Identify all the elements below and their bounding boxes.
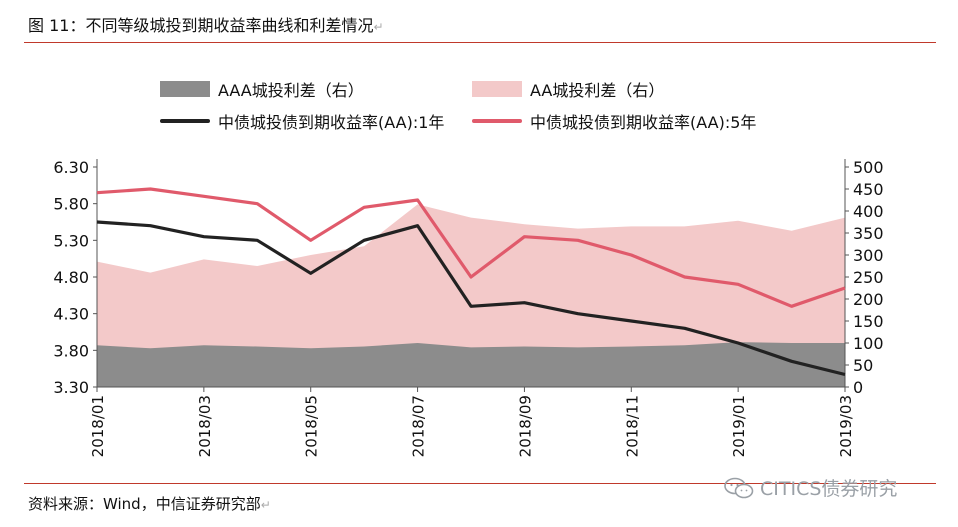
legend-label-aaa: AAA城投利差（右） [218,81,364,100]
aa-spread-area [97,204,845,387]
legend-swatch-aa [472,81,522,97]
legend-label-5y: 中债城投债到期收益率(AA):5年 [530,113,757,132]
legend-label-aa: AA城投利差（右） [530,81,665,100]
legend-aaa-spread: AAA城投利差（右） [160,77,364,101]
left-tick-label: 5.30 [53,231,89,250]
watermark: CITICS债券研究 [724,474,897,501]
left-tick-label: 3.80 [53,341,89,360]
tick-labels-group: 6.305.805.304.804.303.803.30500450400350… [53,158,883,457]
return-mark-source: ↵ [260,498,271,512]
legend-swatch-5y [472,119,522,123]
right-tick-label: 300 [853,246,884,265]
wechat-icon [724,477,754,498]
footer-rule [24,483,936,484]
x-tick-label: 2019/03 [837,395,855,457]
right-tick-label: 150 [853,312,884,331]
right-tick-label: 200 [853,290,884,309]
axes-group [93,159,849,392]
x-tick-label: 2018/07 [410,395,428,457]
left-tick-label: 4.80 [53,268,89,287]
right-tick-label: 500 [853,158,884,177]
right-tick-label: 50 [853,356,873,375]
watermark-text: CITICS债券研究 [760,478,898,500]
x-tick-label: 2018/09 [516,395,534,457]
source-note: 资料来源：Wind，中信证券研究部↵ [28,495,271,513]
x-tick-label: 2019/01 [730,395,748,457]
left-tick-label: 6.30 [53,158,89,177]
aa-5y-yield-line [96,187,846,308]
right-tick-label: 450 [853,180,884,199]
right-tick-label: 250 [853,268,884,287]
x-tick-label: 2018/01 [89,395,107,457]
right-tick-label: 100 [853,334,884,353]
aa-1y-yield-line [96,220,846,377]
x-tick-label: 2018/05 [303,395,321,457]
right-tick-label: 350 [853,224,884,243]
legend-swatch-aaa [160,81,210,97]
return-mark: ↵ [373,20,384,34]
legend-label-1y: 中债城投债到期收益率(AA):1年 [218,113,445,132]
x-tick-label: 2018/03 [196,395,214,457]
right-tick-label: 400 [853,202,884,221]
legend-aa-1y: 中债城投债到期收益率(AA):1年 [160,109,444,133]
left-tick-label: 5.80 [53,195,89,214]
legend-aa-5y: 中债城投债到期收益率(AA):5年 [472,109,756,133]
aaa-spread-area-group [97,342,845,387]
legend-aa-spread: AA城投利差（右） [472,77,664,101]
title-rule [24,42,936,43]
yield-lines-group [96,187,846,377]
left-tick-label: 4.30 [53,305,89,324]
x-tick-label: 2018/11 [623,395,641,457]
legend-swatch-1y [160,119,210,123]
aa-spread-area-group [97,204,845,387]
left-tick-label: 3.30 [53,378,89,397]
right-tick-label: 0 [853,378,863,397]
figure-title: 图 11：不同等级城投到期收益率曲线和利差情况↵ [28,16,384,35]
aaa-spread-area [97,342,845,387]
